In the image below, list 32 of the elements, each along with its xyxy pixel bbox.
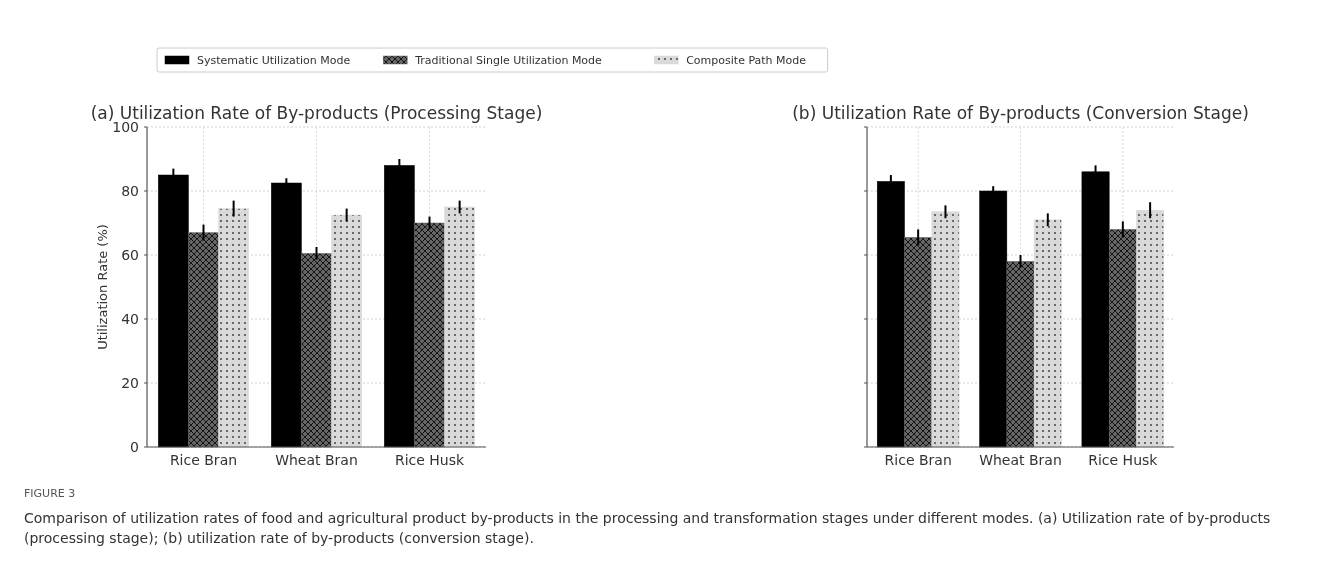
bar (1136, 209, 1165, 448)
x-tick-label: Rice Husk (394, 452, 465, 468)
y-tick-label: 60 (121, 246, 139, 263)
x-tick-label: Wheat Bran (979, 452, 1062, 468)
legend-label: Traditional Single Utilization Mode (414, 53, 603, 67)
y-tick-label: 40 (121, 310, 139, 327)
bar (271, 182, 302, 448)
bar (301, 253, 332, 448)
bar (1006, 261, 1035, 448)
bar (218, 208, 249, 448)
bar (331, 214, 362, 448)
x-tick-label: Rice Bran (884, 452, 952, 468)
bar (414, 222, 445, 448)
bar (1108, 229, 1137, 448)
bar (979, 190, 1008, 448)
x-tick-label: Rice Husk (1088, 452, 1159, 468)
y-tick-label: 80 (121, 182, 139, 199)
caption: FIGURE 3 (24, 486, 77, 502)
bar (444, 206, 475, 448)
text: Comparison of utilization rates of food and agricultural product by-products in the processing and transformation stages under different modes. (a) Utilization rate of by-products (processing stage); (b) utilization rate of by-products (conversion stage). (24, 509, 1272, 548)
x-tick-label: Rice Bran (169, 452, 238, 468)
legend-label: Composite Path Mode (686, 53, 807, 67)
legend-label: Systematic Utilization Mode (197, 53, 351, 67)
y-tick-label: 20 (121, 374, 139, 391)
bar (1033, 219, 1062, 448)
y-tick-label: 0 (130, 438, 139, 455)
chart-title: (b) Utilization Rate of By-products (Conversion Stage) (792, 103, 1249, 123)
x-tick-label: Wheat Bran (275, 452, 358, 468)
bar (904, 237, 933, 448)
y-axis-title: Utilization Rate (%) (95, 224, 110, 350)
bar (931, 211, 960, 448)
bar (188, 232, 219, 448)
